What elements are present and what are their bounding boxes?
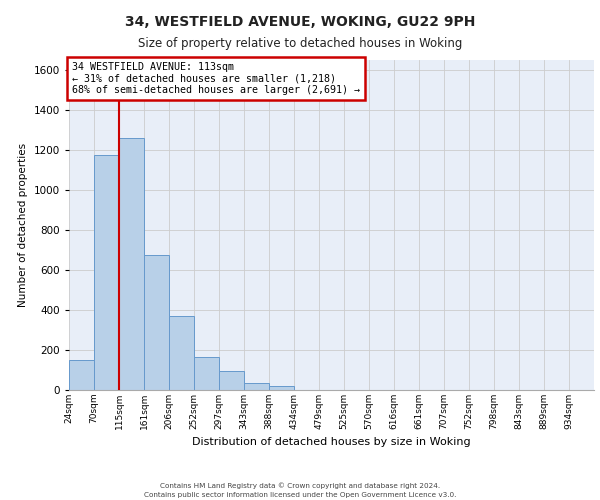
Bar <box>269 386 294 390</box>
Text: Contains HM Land Registry data © Crown copyright and database right 2024.
Contai: Contains HM Land Registry data © Crown c… <box>144 482 456 498</box>
Bar <box>119 138 144 390</box>
X-axis label: Distribution of detached houses by size in Woking: Distribution of detached houses by size … <box>192 438 471 448</box>
Text: 34 WESTFIELD AVENUE: 113sqm
← 31% of detached houses are smaller (1,218)
68% of : 34 WESTFIELD AVENUE: 113sqm ← 31% of det… <box>71 62 359 95</box>
Bar <box>69 360 94 390</box>
Bar <box>169 316 194 390</box>
Y-axis label: Number of detached properties: Number of detached properties <box>18 143 28 307</box>
Text: 34, WESTFIELD AVENUE, WOKING, GU22 9PH: 34, WESTFIELD AVENUE, WOKING, GU22 9PH <box>125 15 475 29</box>
Bar <box>194 357 219 390</box>
Bar <box>219 372 244 390</box>
Bar <box>144 255 169 390</box>
Text: Size of property relative to detached houses in Woking: Size of property relative to detached ho… <box>138 38 462 51</box>
Bar <box>94 155 119 390</box>
Bar <box>244 383 269 390</box>
